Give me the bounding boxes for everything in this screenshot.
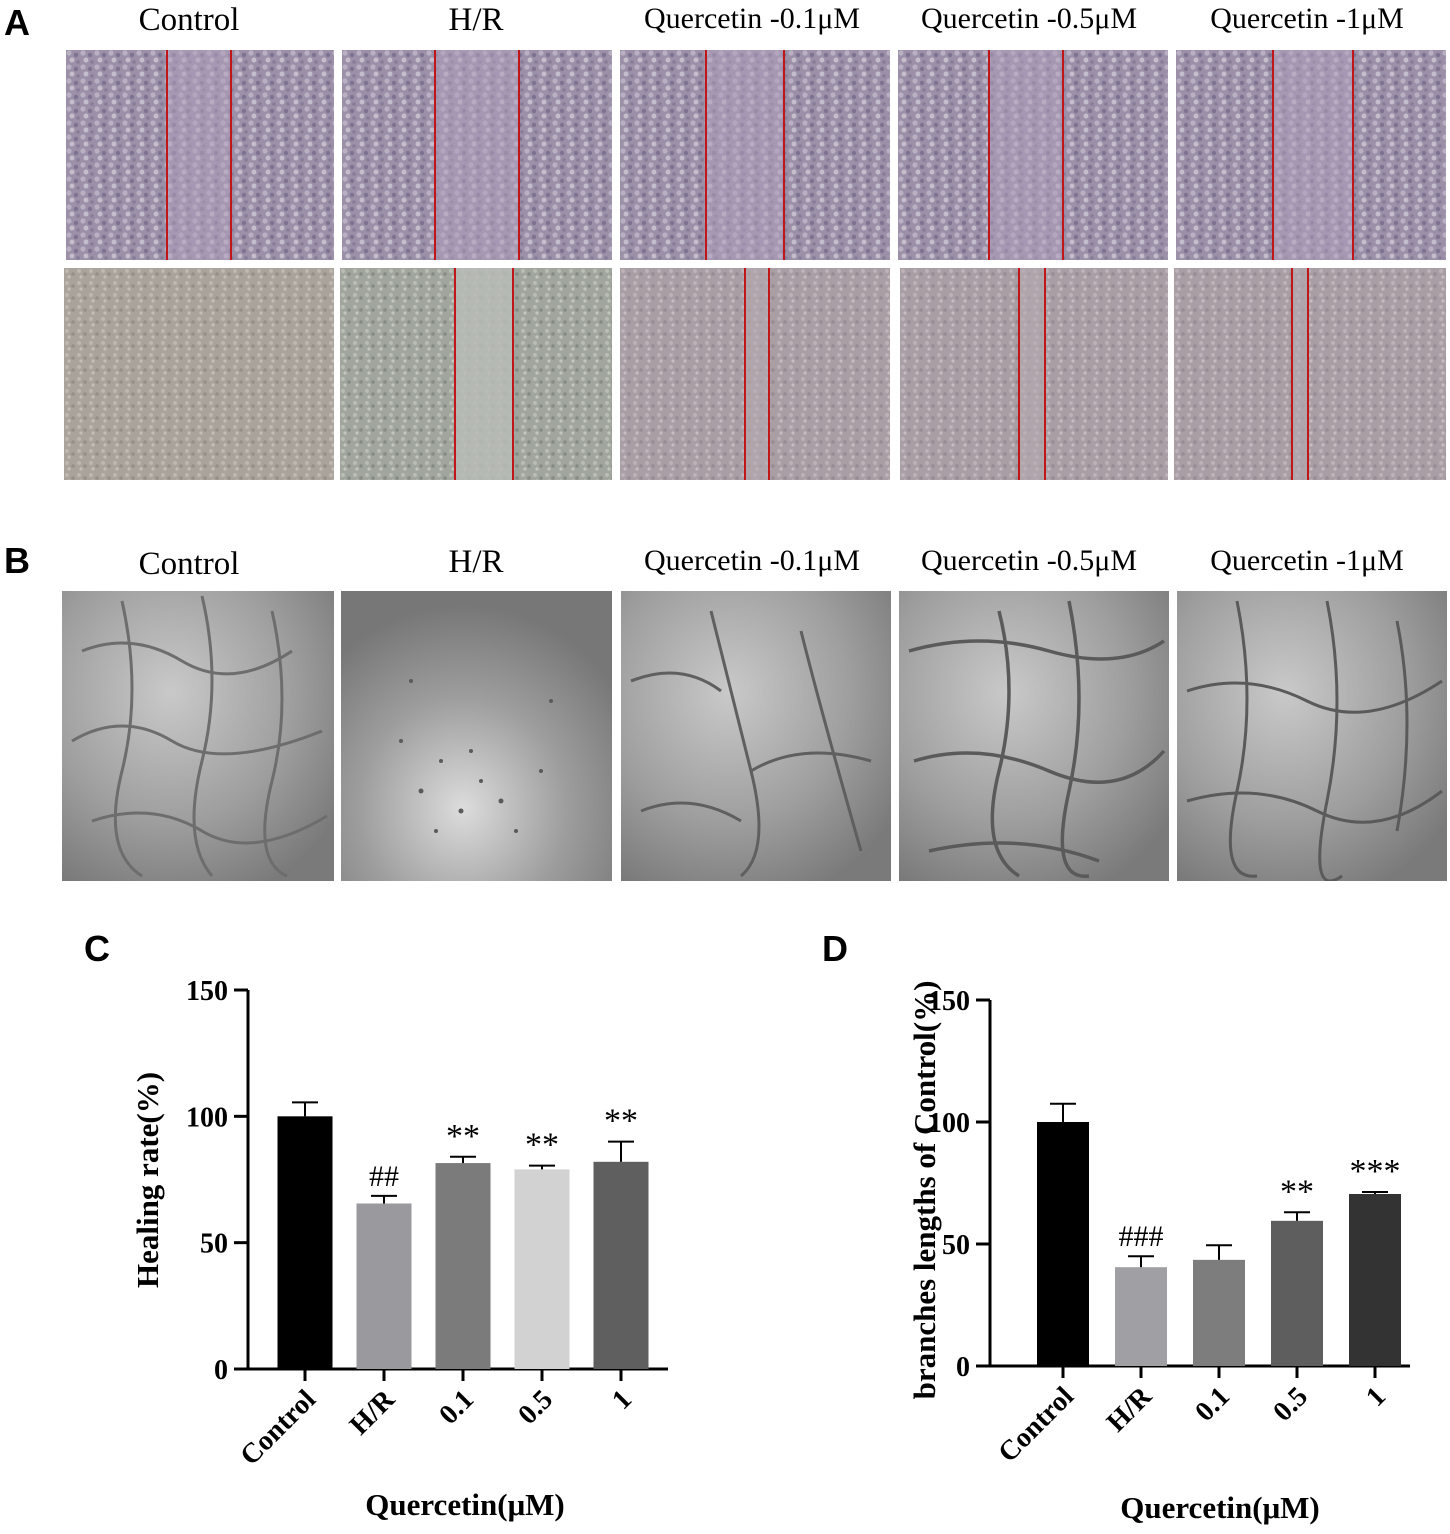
scratch-image-hr-0h <box>342 50 612 260</box>
wound-edge-line <box>744 268 746 480</box>
y-tick-label: 50 <box>200 1229 228 1260</box>
wound-edge-line <box>1307 268 1309 480</box>
scratch-image-q1-24h <box>1174 268 1446 480</box>
x-tick-label: 0.1 <box>1189 1381 1236 1428</box>
scratch-image-q05-0h <box>898 50 1168 260</box>
scratch-image-q01-0h <box>620 50 890 260</box>
wound-edge-line <box>1352 50 1354 260</box>
bar-control <box>277 1116 333 1369</box>
wound-edge-line <box>705 50 707 260</box>
wound-edge-line <box>512 268 514 480</box>
panel-a-label-control: Control <box>138 2 240 38</box>
wound-edge-line <box>166 50 168 260</box>
tube-image-control <box>62 591 334 881</box>
wound-edge-line <box>988 50 990 260</box>
scratch-image-hr-24h <box>340 268 612 480</box>
y-tick-label: 150 <box>186 976 228 1007</box>
y-tick-label: 100 <box>186 1102 228 1133</box>
y-tick-label: 0 <box>214 1355 228 1386</box>
panel-b-label-q01: Quercetin -0.1μM <box>643 544 861 577</box>
bar-05 <box>1271 1220 1323 1366</box>
healing-rate-chart: 0 50 100 150 Healing rate(%) Control ## H/R ** 0.… <box>130 976 668 1522</box>
y-axis-label: Healing rate(%) <box>130 1072 165 1288</box>
y-tick-label: 150 <box>928 986 970 1017</box>
panel-a-label-q05: Quercetin -0.5μM <box>920 2 1138 35</box>
wound-edge-line <box>768 268 770 480</box>
bar-hr <box>1115 1267 1167 1366</box>
wound-edge-line <box>1291 268 1293 480</box>
y-axis-label: branches lengths of Control(%) <box>907 981 942 1400</box>
x-axis-label: Quercetin(μM) <box>365 1487 565 1522</box>
x-tick-label: Control <box>234 1384 322 1472</box>
wound-edge-line <box>1044 268 1046 480</box>
bar-control <box>1037 1122 1089 1366</box>
scratch-image-control-24h <box>64 268 334 480</box>
wound-edge-line <box>1018 268 1020 480</box>
y-tick-label: 50 <box>942 1230 970 1261</box>
wound-edge-line <box>1062 50 1064 260</box>
scratch-image-q01-24h <box>620 268 890 480</box>
significance-mark: ### <box>1119 1220 1164 1253</box>
y-tick-label: 100 <box>928 1108 970 1139</box>
wound-edge-line <box>518 50 520 260</box>
panel-c-letter: C <box>84 928 110 969</box>
x-tick-label: Control <box>992 1381 1080 1469</box>
wound-edge-line <box>783 50 785 260</box>
panel-a-label-q01: Quercetin -0.1μM <box>643 2 861 35</box>
significance-mark: ** <box>446 1118 480 1155</box>
panel-a-label-hr: H/R <box>448 2 504 38</box>
bar-01 <box>1193 1259 1245 1366</box>
panel-d-letter: D <box>822 928 848 969</box>
tube-image-q01 <box>621 591 891 881</box>
panel-b-label-hr: H/R <box>448 544 504 580</box>
wound-edge-line <box>1272 50 1274 260</box>
tube-image-q05 <box>899 591 1169 881</box>
x-axis-label: Quercetin(μM) <box>1120 1490 1320 1525</box>
bar-1 <box>1349 1193 1401 1366</box>
panel-b-label-q1: Quercetin -1μM <box>1210 544 1404 577</box>
bar-1 <box>593 1161 649 1369</box>
bar-01 <box>435 1163 491 1369</box>
panel-b-label-q05: Quercetin -0.5μM <box>920 544 1138 577</box>
significance-mark: ## <box>369 1160 399 1193</box>
x-tick-label: 1 <box>606 1384 638 1416</box>
bar-hr <box>356 1203 412 1369</box>
x-tick-label: 1 <box>1360 1381 1392 1413</box>
significance-mark: ** <box>1280 1173 1314 1210</box>
tube-image-hr <box>341 591 612 881</box>
panel-b-label-control: Control <box>138 546 240 582</box>
bar-05 <box>514 1169 570 1369</box>
significance-mark: ** <box>604 1103 638 1140</box>
panel-a-letter: A <box>4 2 30 43</box>
x-tick-label: H/R <box>344 1383 402 1441</box>
wound-edge-line <box>230 50 232 260</box>
wound-edge-line <box>434 50 436 260</box>
x-tick-label: 0.5 <box>1267 1381 1314 1428</box>
panel-a-label-q1: Quercetin -1μM <box>1210 2 1404 35</box>
x-tick-label: 0.5 <box>512 1384 559 1431</box>
panel-b-letter: B <box>4 540 30 581</box>
scratch-image-q05-24h <box>900 268 1168 480</box>
significance-mark: ** <box>525 1127 559 1164</box>
significance-mark: *** <box>1350 1153 1401 1190</box>
scratch-image-q1-0h <box>1176 50 1446 260</box>
y-tick-label: 0 <box>956 1352 970 1383</box>
scratch-image-control-0h <box>66 50 334 260</box>
wound-edge-line <box>454 268 456 480</box>
x-tick-label: 0.1 <box>433 1384 480 1431</box>
tube-image-q1 <box>1177 591 1447 881</box>
x-tick-label: H/R <box>1101 1380 1159 1438</box>
